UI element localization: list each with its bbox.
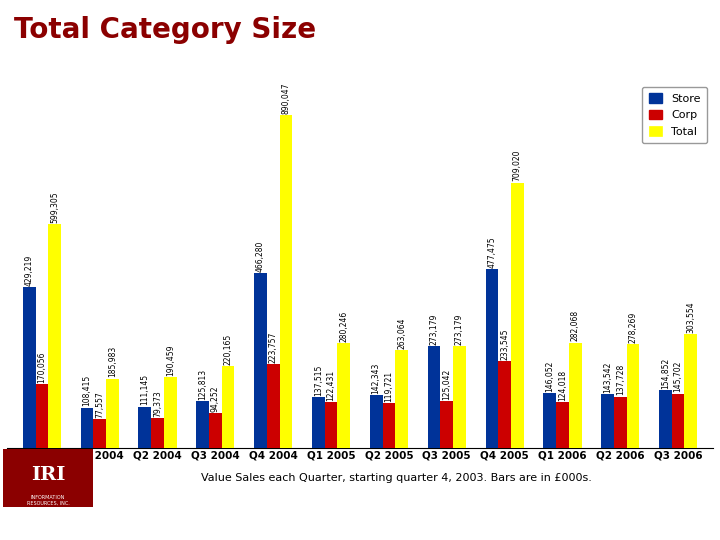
Text: 273,179: 273,179 [455,313,464,345]
Text: IRI: IRI [31,465,65,484]
Text: 233,545: 233,545 [500,328,509,360]
Text: 709,020: 709,020 [513,150,522,181]
Bar [498,361,511,448]
Bar [428,346,441,448]
Text: 185,983: 185,983 [108,346,117,377]
Bar [556,402,569,448]
Bar [395,349,408,448]
Text: 282,068: 282,068 [571,310,580,341]
Bar [511,183,523,448]
Bar [81,408,94,448]
Bar [106,379,119,448]
Text: 119,721: 119,721 [384,371,393,402]
Bar [267,364,279,448]
Text: 273,179: 273,179 [430,313,438,345]
Text: 890,047: 890,047 [282,82,290,113]
Bar [338,343,350,448]
Text: 143,542: 143,542 [603,362,612,393]
Text: 94,252: 94,252 [211,385,220,412]
Bar [138,407,151,448]
Text: INFORMATION
RESOURCES, INC.: INFORMATION RESOURCES, INC. [27,495,69,506]
Bar [382,403,395,448]
Text: 125,813: 125,813 [198,369,207,400]
Bar [453,346,466,448]
Text: 477,475: 477,475 [487,237,496,268]
Text: 122,431: 122,431 [327,370,336,401]
Text: 263,064: 263,064 [397,317,406,348]
Bar [254,273,267,448]
Bar [626,344,639,448]
Bar [197,401,209,448]
Bar [485,269,498,448]
Text: 466,280: 466,280 [256,241,265,272]
Text: 429,219: 429,219 [24,255,34,286]
Text: 223,757: 223,757 [269,332,278,363]
Bar [601,394,614,448]
Text: 142,343: 142,343 [372,362,381,394]
Text: 154,852: 154,852 [661,358,670,389]
Text: 124,018: 124,018 [558,369,567,401]
Bar [441,401,453,448]
Bar [94,419,106,448]
Bar [659,390,672,448]
Bar [672,394,685,448]
Text: 303,554: 303,554 [686,302,696,333]
Bar [325,402,338,448]
Text: 599,305: 599,305 [50,191,59,222]
Bar [544,394,556,448]
Bar [279,114,292,448]
Bar [35,384,48,448]
Text: Value Sales each Quarter, starting quarter 4, 2003. Bars are in £000s.: Value Sales each Quarter, starting quart… [201,473,591,483]
Bar [23,287,35,448]
Text: 146,052: 146,052 [545,361,554,393]
Text: Total Category Size: Total Category Size [14,16,317,44]
Bar [164,377,176,448]
Bar [312,397,325,448]
Text: 79,373: 79,373 [153,390,162,417]
Text: 190,459: 190,459 [166,344,175,376]
Text: Copyright © 2005 Information Resources, Inc. Confidential and proprietary.: Copyright © 2005 Information Resources, … [176,520,544,530]
Text: 77,557: 77,557 [95,392,104,418]
Text: 137,728: 137,728 [616,364,625,395]
Text: 280,246: 280,246 [339,311,348,342]
Bar [222,366,235,448]
Text: 220,165: 220,165 [224,333,233,365]
Bar [209,413,222,448]
Text: 170,056: 170,056 [37,352,46,383]
Bar [569,342,582,448]
Bar [151,418,164,448]
Bar [685,334,697,448]
Bar [614,396,626,448]
Text: 137,515: 137,515 [314,364,323,395]
Text: 108,415: 108,415 [83,375,91,407]
Text: 111,145: 111,145 [140,374,149,406]
Text: 145,702: 145,702 [674,361,683,393]
Text: 125,042: 125,042 [442,369,451,400]
Text: 278,269: 278,269 [629,312,637,343]
Bar [48,224,61,448]
FancyBboxPatch shape [3,449,94,507]
Bar [370,395,382,448]
Legend: Store, Corp, Total: Store, Corp, Total [642,86,707,143]
